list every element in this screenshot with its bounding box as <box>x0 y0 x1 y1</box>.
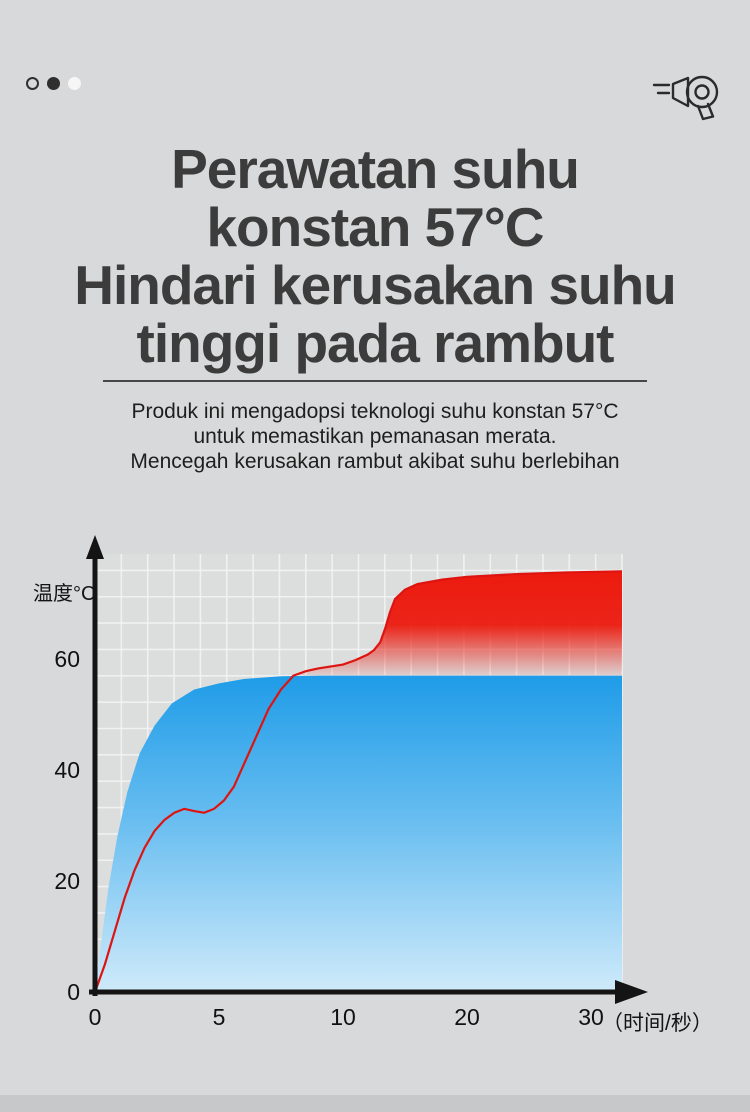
y-tick-label: 20 <box>54 868 80 894</box>
pager-dot-outline <box>26 77 39 90</box>
y-axis-label: 温度°C <box>33 583 96 605</box>
title-line-1: Perawatan suhu <box>171 138 580 200</box>
x-tick-label: 30 <box>578 1004 604 1030</box>
y-tick-label: 40 <box>54 757 80 783</box>
title-line-2: konstan 57°C <box>206 196 544 258</box>
pager-dot-active <box>47 77 60 90</box>
x-tick-label: 5 <box>212 1004 226 1030</box>
subtitle-line-3: Mencegah kerusakan rambut akibat suhu be… <box>130 450 620 473</box>
y-tick-label: 0 <box>67 979 80 1005</box>
page-subtitle: Produk ini mengadopsi teknologi suhu kon… <box>0 399 750 474</box>
x-tick-label: 0 <box>88 1004 102 1030</box>
x-tick-label: 20 <box>454 1004 480 1030</box>
subtitle-line-2: untuk memastikan pemanasan merata. <box>193 425 557 448</box>
bottom-band <box>0 1095 750 1112</box>
pager-dot-light <box>68 77 81 90</box>
title-line-4: tinggi pada rambut <box>136 312 615 374</box>
page-title: Perawatan suhu konstan 57°C Hindari keru… <box>0 140 750 372</box>
x-axis-label: （时间/秒） <box>602 1012 713 1035</box>
hair-dryer-icon <box>650 68 730 122</box>
title-divider <box>103 380 647 382</box>
x-tick-label: 10 <box>330 1004 356 1030</box>
subtitle-line-1: Produk ini mengadopsi teknologi suhu kon… <box>131 400 619 423</box>
pagination-dots <box>26 77 81 90</box>
title-line-3: Hindari kerusakan suhu <box>74 254 677 316</box>
y-tick-label: 60 <box>54 646 80 672</box>
